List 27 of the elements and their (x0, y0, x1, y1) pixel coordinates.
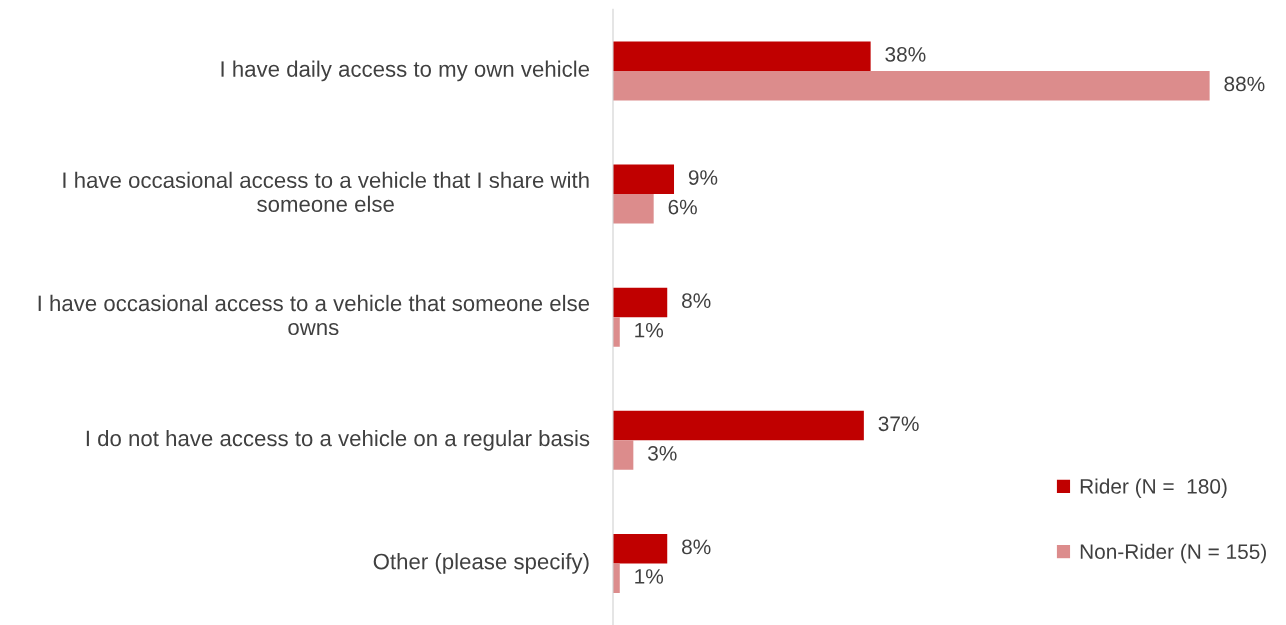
data-label: 1% (635, 569, 664, 584)
data-label: 3% (648, 445, 677, 461)
legend-label: Rider (N = 180) (1080, 478, 1227, 498)
bar (613, 41, 871, 71)
bar (613, 164, 675, 195)
data-label: 38% (885, 47, 926, 62)
bar (613, 194, 654, 224)
bar (613, 410, 864, 441)
bar (613, 563, 620, 593)
y-tick-label: I have daily access to my own vehicle (221, 60, 590, 82)
bar (613, 533, 668, 564)
bar (613, 440, 634, 470)
data-label: 88% (1224, 76, 1265, 92)
legend-label: Non-Rider (N = 155) (1080, 543, 1266, 564)
data-label: 8% (682, 539, 711, 555)
data-label: 8% (682, 293, 711, 308)
y-tick-label: I have occasional access to a vehicle that I share with someone else (63, 171, 589, 212)
data-label: 9% (688, 170, 718, 185)
y-tick-label: Other (please specify) (373, 553, 589, 574)
y-tick-label: I have occasional access to a vehicle that someone else owns (38, 294, 590, 336)
bar (613, 287, 668, 318)
data-label: 6% (668, 199, 697, 215)
bar (613, 70, 1210, 101)
data-label: 1% (635, 322, 664, 338)
y-tick-label: I do not have access to a vehicle on a regular basis (86, 429, 590, 451)
data-label: 37% (878, 416, 919, 432)
bar (613, 317, 620, 347)
